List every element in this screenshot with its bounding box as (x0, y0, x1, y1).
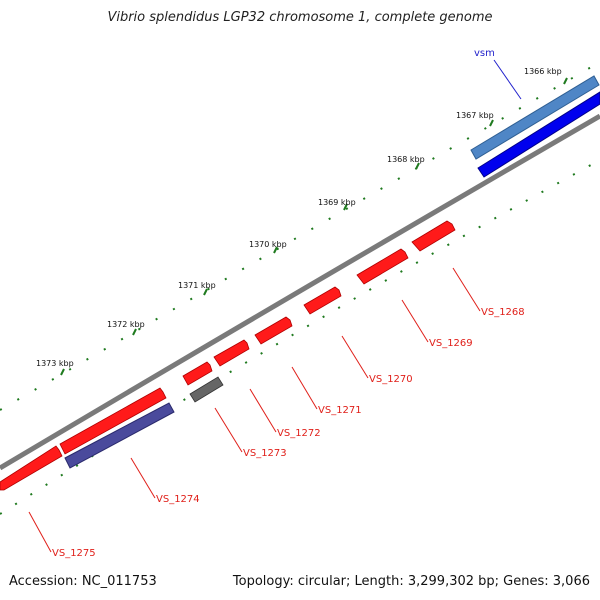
label-VS_1272[interactable]: VS_1272 (277, 428, 321, 439)
label-VS_1268[interactable]: VS_1268 (481, 307, 525, 318)
gene-arrow-VS_1275 (0, 445, 63, 491)
gene-arrows[interactable] (0, 220, 456, 491)
genome-backbone (0, 113, 600, 471)
tick-1371 (203, 288, 208, 296)
kbp-label-1371: 1371 kbp (178, 281, 216, 290)
kbp-label-1367: 1367 kbp (456, 111, 494, 120)
tick-1367 (489, 119, 494, 127)
label-VS_1275[interactable]: VS_1275 (52, 548, 96, 559)
gene-arrow-VS_1273 (182, 361, 213, 386)
blue-feature-track[interactable] (477, 91, 600, 178)
kbp-label-1373: 1373 kbp (36, 359, 74, 368)
gene-arrow-VS_1274 (59, 387, 167, 455)
accession-text: Accession: NC_011753 (9, 574, 157, 589)
label-VS_1273[interactable]: VS_1273 (243, 448, 287, 459)
kbp-label-1366: 1366 kbp (524, 67, 562, 76)
label-VS_1274[interactable]: VS_1274 (156, 494, 200, 505)
kbp-label-1372: 1372 kbp (107, 320, 145, 329)
label-VS_1270[interactable]: VS_1270 (369, 374, 413, 385)
tick-1366 (563, 77, 568, 85)
label-VS_1269[interactable]: VS_1269 (429, 338, 473, 349)
inner-scale-ring (0, 159, 600, 515)
feature-block-purple[interactable] (64, 402, 175, 469)
tick-1368 (415, 162, 420, 170)
kbp-label-1369: 1369 kbp (318, 198, 356, 207)
map-title: Vibrio splendidus LGP32 chromosome 1, co… (107, 10, 493, 25)
tick-1370 (273, 246, 278, 254)
label-vsm[interactable]: vsm (474, 48, 495, 59)
outer-scale-ring (0, 61, 600, 411)
gene-arrow-VS_1272 (213, 339, 250, 367)
label-leader-lines (28, 59, 522, 553)
tick-1373 (60, 368, 65, 376)
label-VS_1271[interactable]: VS_1271 (318, 405, 362, 416)
gene-arrow-VS_1268 (411, 220, 456, 252)
gene-block-gray[interactable] (189, 376, 224, 403)
kbp-tick-marks (60, 77, 568, 376)
gene-arrow-VS_1270 (303, 286, 342, 315)
kbp-labels: 1366 kbp 1367 kbp 1368 kbp 1369 kbp 1370… (36, 67, 562, 368)
vsm-feature-track[interactable] (470, 75, 600, 160)
genome-summary-text: Topology: circular; Length: 3,299,302 bp… (232, 574, 590, 589)
gene-arrow-VS_1271 (254, 316, 293, 345)
tick-1369 (343, 203, 348, 211)
tick-1372 (132, 328, 137, 336)
kbp-label-1370: 1370 kbp (249, 240, 287, 249)
gene-arrow-VS_1269 (356, 248, 409, 285)
feature-labels: vsm VS_1268 VS_1269 VS_1270 VS_1271 VS_1… (52, 48, 525, 559)
kbp-label-1368: 1368 kbp (387, 155, 425, 164)
